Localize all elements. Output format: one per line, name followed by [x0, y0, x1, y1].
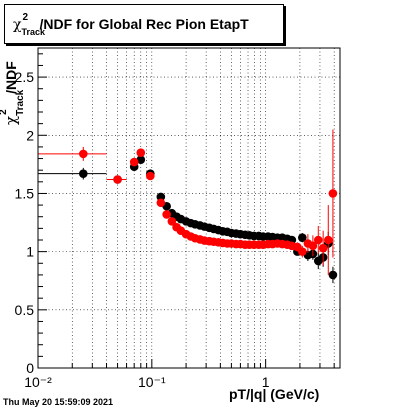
data-point: [313, 235, 323, 245]
y-tick-label: 0.5: [15, 302, 35, 318]
data-point: [146, 171, 155, 181]
chart-title-sub: Track: [21, 27, 46, 38]
x-tick-label: 1: [262, 374, 270, 390]
grid-lines: [38, 48, 340, 368]
data-point: [162, 210, 171, 219]
y-axis-label-sup: 2: [0, 109, 9, 115]
y-tick-label: 2: [26, 127, 34, 143]
data-point: [136, 148, 146, 158]
y-tick-label: 0: [26, 360, 34, 376]
data-point: [129, 157, 139, 167]
data-point: [298, 247, 307, 256]
data-point: [328, 270, 338, 280]
data-point: [136, 155, 146, 165]
data-point: [323, 235, 333, 245]
axes: 10⁻² 10⁻¹ 1 0 0.5 1 1.5 2 2.5: [15, 47, 341, 390]
y-axis-label-symbol: χ: [2, 115, 20, 125]
data-point: [78, 149, 88, 159]
chart-title-rest: /NDF for Global Rec Pion EtapT: [39, 16, 249, 32]
chart-title-symbol: χ: [13, 17, 22, 33]
y-tick-label: 1.5: [15, 185, 35, 201]
x-axis-label: pT/|q| (GeV/c): [229, 386, 320, 402]
datestamp: Thu May 20 15:59:09 2021: [3, 397, 114, 407]
series-black: [38, 155, 338, 284]
data-point: [328, 189, 338, 198]
series-red: [38, 129, 338, 275]
x-tick-label: 10⁻²: [24, 374, 52, 390]
data-point: [318, 243, 328, 253]
data-point: [298, 233, 307, 242]
data-series: [38, 129, 338, 284]
data-point: [113, 175, 122, 184]
chart-title-box: χ 2 Track/NDF for Global Rec Pion EtapT: [4, 4, 284, 44]
data-point: [167, 217, 177, 226]
plot-frame: [37, 47, 341, 369]
chart-title: χ 2 Track/NDF for Global Rec Pion EtapT: [13, 12, 249, 37]
data-point: [78, 169, 88, 178]
x-tick-label: 10⁻¹: [138, 374, 166, 390]
chart-title-sup: 2: [22, 12, 29, 24]
y-axis-label-scripts: 2 Track: [0, 90, 26, 116]
data-point: [156, 198, 166, 208]
y-tick-label: 1: [26, 244, 34, 260]
chart-title-scripts: 2 Track: [21, 12, 45, 37]
y-tick-label: 2.5: [15, 69, 35, 85]
y-axis-label-sub: Track: [15, 89, 27, 116]
data-point: [308, 241, 318, 251]
